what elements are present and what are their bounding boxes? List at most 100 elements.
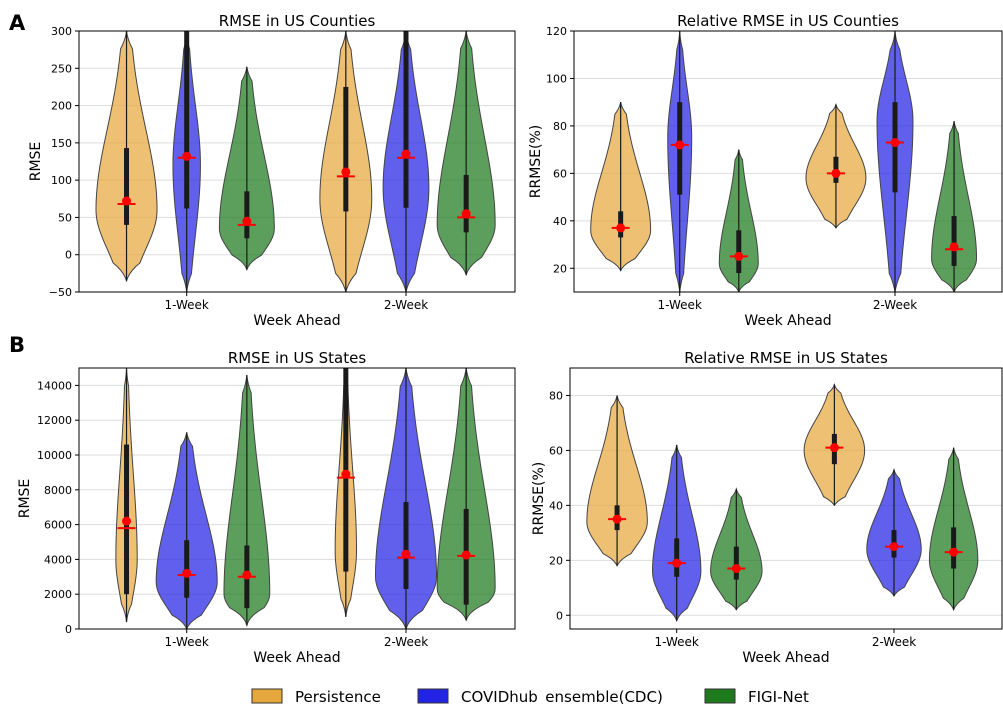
y-tick-label: 50 [58,211,72,224]
y-tick-label: 200 [51,100,72,113]
y-tick-label: 40 [549,499,563,512]
x-tick-label: 1-Week [655,635,699,649]
mean-marker-persistence-2-week [341,167,351,177]
iqr-box-covidhub-ensemble-cdc-1-week [674,538,680,577]
mean-marker-covidhub-ensemble-cdc-2-week [890,138,900,148]
y-tick-label: 8000 [44,484,72,497]
mean-marker-covidhub-ensemble-cdc-1-week [182,568,192,578]
y-tick-label: 80 [553,120,567,133]
plot-frame [573,30,1003,293]
y-tick-label: −50 [49,286,72,299]
iqr-box-figi-net-1-week [736,230,742,274]
iqr-box-figi-net-2-week [463,174,469,233]
chart-1-title: RMSE in US Counties [219,12,376,30]
x-tick-label: 2-Week [384,635,428,649]
mean-marker-persistence-2-week [341,469,351,479]
chart-4-x-axis-label: Week Ahead [742,650,829,666]
chart-3-title: RMSE in US States [228,349,367,367]
mean-marker-covidhub-ensemble-cdc-2-week [401,149,411,159]
legend-swatch-figi-net [704,688,736,704]
chart-4-title: Relative RMSE in US States [684,349,888,367]
x-tick-label: 2-Week [384,298,428,312]
y-tick-label: 0 [65,623,72,636]
legend-swatch-covidhub [417,688,449,704]
legend: Persistence COVIDhub_ensemble(CDC) FIGI-… [251,688,809,704]
mean-marker-covidhub-ensemble-cdc-2-week [401,549,411,559]
mean-marker-persistence-1-week [616,223,626,233]
violins [115,368,496,629]
mean-marker-persistence-1-week [122,196,132,206]
y-tick-label: 80 [549,389,563,402]
iqr-box-figi-net-1-week [244,191,250,239]
legend-label-covidhub: COVIDhub_ensemble(CDC) [461,688,663,704]
x-tick-label: 1-Week [165,635,209,649]
iqr-box-covidhub-ensemble-cdc-2-week [403,31,409,208]
mean-marker-persistence-2-week [829,443,839,453]
mean-marker-persistence-1-week [612,514,622,524]
y-tick-label: 60 [553,167,567,180]
mean-marker-persistence-1-week [122,516,132,526]
chart-4-y-axis-label: RRMSE(%) [531,462,547,536]
chart-2-x-axis-label: Week Ahead [744,313,831,329]
mean-marker-covidhub-ensemble-cdc-1-week [675,140,685,150]
legend-label-figi-net: FIGI-Net [748,688,809,704]
legend-item-figi-net: FIGI-Net [704,688,809,704]
y-tick-label: 20 [549,554,563,567]
panel-label-b: B [9,333,25,357]
chart-1-x-axis-label: Week Ahead [253,313,340,329]
legend-item-covidhub: COVIDhub_ensemble(CDC) [417,688,663,704]
y-tick-label: 100 [546,72,567,85]
iqr-box-covidhub-ensemble-cdc-1-week [184,31,190,209]
iqr-box-figi-net-1-week [733,546,739,580]
chart-2-y-axis-label: RRMSE(%) [528,125,544,199]
y-tick-label: 0 [556,609,563,622]
mean-marker-covidhub-ensemble-cdc-2-week [889,542,899,552]
plot-frame [78,367,516,630]
x-tick-label: 2-Week [872,635,916,649]
legend-item-persistence: Persistence [251,688,381,704]
mean-marker-figi-net-2-week [949,242,959,252]
x-tick-label: 2-Week [873,298,917,312]
chart-4: 0 20 40 60 80 1-Week 2-Week Relative RMSE in US… [531,349,1003,666]
x-tick-label: 1-Week [165,298,209,312]
y-tick-label: 4000 [44,553,72,566]
violins [586,383,979,623]
iqr-box-persistence-1-week [124,148,130,225]
y-tick-label: 2000 [44,588,72,601]
violins [95,31,496,292]
y-tick-label: 40 [553,215,567,228]
chart-1-y-axis-label: RMSE [28,142,44,182]
y-tick-label: 100 [51,174,72,187]
chart-3-y-axis-label: RMSE [17,479,33,519]
iqr-box-covidhub-ensemble-cdc-2-week [892,102,898,193]
mean-marker-figi-net-1-week [242,570,252,580]
chart-2: 20 40 60 80 100 120 1-Week 2-Week Relative RMSE … [528,12,1003,329]
mean-marker-figi-net-1-week [242,216,252,226]
mean-marker-figi-net-2-week [461,550,471,560]
mean-marker-figi-net-1-week [734,251,744,261]
chart-1: −50 0 50 100 150 200 250 300 1-Week 2-Week RMSE in… [28,12,516,329]
mean-marker-covidhub-ensemble-cdc-1-week [672,558,682,568]
iqr-box-figi-net-2-week [951,216,957,266]
legend-label-persistence: Persistence [295,688,381,704]
panel-label-a: A [9,11,26,35]
mean-marker-covidhub-ensemble-cdc-1-week [182,151,192,161]
plot-frame [78,30,516,293]
iqr-box-covidhub-ensemble-cdc-2-week [403,501,409,589]
plot-frame [569,367,1003,630]
mean-marker-figi-net-1-week [731,564,741,574]
y-tick-label: 120 [546,25,567,38]
y-tick-label: 10000 [37,449,72,462]
legend-swatch-persistence [251,688,283,704]
y-tick-label: 6000 [44,519,72,532]
chart-2-title: Relative RMSE in US Counties [677,12,899,30]
y-tick-label: 14000 [37,379,72,392]
y-tick-label: 60 [549,444,563,457]
iqr-box-persistence-2-week [343,86,349,212]
mean-marker-figi-net-2-week [461,209,471,219]
y-tick-label: 300 [51,25,72,38]
chart-3-x-axis-label: Week Ahead [253,650,340,666]
mean-marker-persistence-2-week [831,168,841,178]
chart-3: 0 2000 4000 6000 8000 10000 12000 14000 1-Week 2-… [17,349,516,666]
